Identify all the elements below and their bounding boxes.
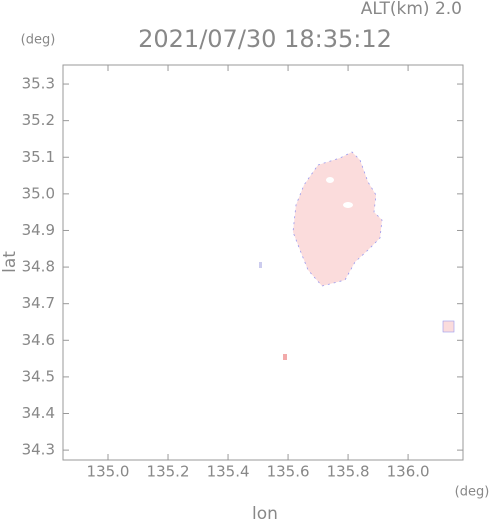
echo-spot [259, 262, 262, 268]
echo-spot [442, 320, 455, 333]
y-tick-label: 35.3 [22, 75, 55, 93]
y-tick-label: 35.1 [22, 148, 55, 166]
x-tick-label: 136.0 [387, 463, 430, 481]
x-tick-label: 135.6 [267, 463, 310, 481]
plot-frame [62, 64, 464, 461]
y-tick-label: 35.2 [22, 111, 55, 129]
y-tick-label: 34.8 [22, 258, 55, 276]
x-tick-label: 135.2 [147, 463, 190, 481]
y-tick-label: 34.5 [22, 367, 55, 385]
y-tick-label: 34.3 [22, 441, 55, 459]
x-unit: (deg) [455, 485, 490, 500]
y-tick-label: 34.7 [22, 294, 55, 312]
chart-title: 2021/07/30 18:35:12 [138, 25, 392, 53]
y-tick-label: 35.0 [22, 184, 55, 202]
y-unit: (deg) [21, 33, 56, 48]
echo-spot [283, 354, 287, 360]
y-tick-label: 34.4 [22, 404, 55, 422]
echo-gap [326, 177, 334, 183]
echo-region [259, 151, 455, 360]
x-axis-label: lon [252, 504, 278, 521]
x-tick-label: 135.8 [327, 463, 370, 481]
x-tick-label: 135.4 [207, 463, 250, 481]
echo-gap [343, 202, 353, 208]
y-tick-label: 34.9 [22, 221, 55, 239]
y-tick-label: 34.6 [22, 331, 55, 349]
x-tick-label: 135.0 [87, 463, 130, 481]
echo-area [292, 151, 383, 287]
y-axis-label: lat [0, 251, 20, 273]
subtitle: ALT(km) 2.0 [361, 0, 462, 19]
